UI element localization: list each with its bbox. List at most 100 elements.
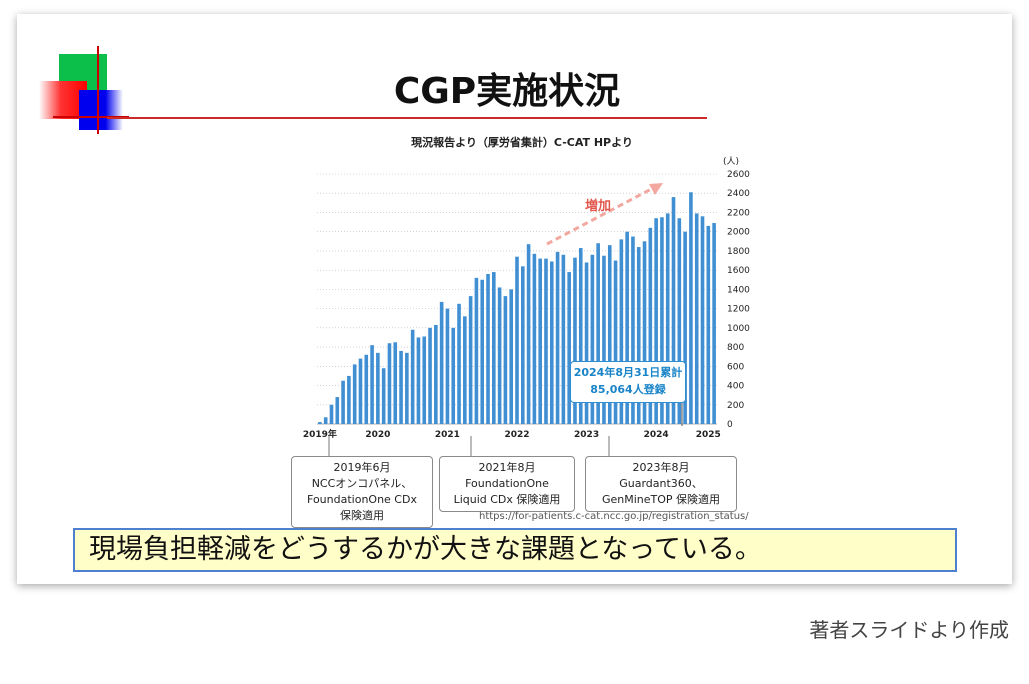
event-line: FoundationOne bbox=[465, 477, 549, 490]
y-axis-unit: (人) bbox=[723, 156, 739, 167]
bar bbox=[596, 243, 600, 424]
caption: 著者スライドより作成 bbox=[809, 618, 1009, 642]
bar bbox=[561, 254, 566, 424]
bar bbox=[700, 216, 705, 424]
bar bbox=[387, 343, 392, 424]
bar bbox=[544, 258, 548, 424]
bar bbox=[474, 277, 479, 424]
bar bbox=[532, 253, 537, 424]
bar bbox=[573, 257, 577, 424]
bar bbox=[352, 364, 357, 424]
y-tick-label: 1800 bbox=[727, 247, 750, 257]
title-underline bbox=[107, 117, 707, 119]
bar bbox=[329, 404, 334, 424]
event-line: Liquid CDx 保険適用 bbox=[453, 493, 561, 506]
bar bbox=[341, 380, 345, 424]
bar bbox=[376, 352, 380, 424]
bar bbox=[370, 345, 374, 424]
bar bbox=[463, 316, 467, 424]
bar-chart: 現況報告より（厚労省集計）C-CAT HPより (人) 0 200 400 600 80… bbox=[303, 135, 750, 456]
bar bbox=[665, 213, 670, 424]
bar bbox=[486, 274, 490, 424]
bar bbox=[607, 245, 612, 424]
logo-blue-square bbox=[79, 90, 123, 130]
event-date: 2019年6月 bbox=[333, 461, 391, 474]
bar bbox=[613, 260, 618, 424]
y-tick-label: 600 bbox=[727, 362, 744, 372]
bar bbox=[492, 272, 496, 424]
bar bbox=[631, 236, 635, 424]
bar bbox=[497, 287, 502, 424]
summary-banner: 現場負担軽減をどうするかが大きな課題となっている。 bbox=[73, 528, 957, 572]
bar bbox=[416, 337, 421, 424]
callout-line-1: 2024年8月31日累計 bbox=[573, 366, 683, 379]
bar bbox=[521, 266, 525, 424]
event-line: Guardant360、 bbox=[619, 477, 703, 490]
bar bbox=[445, 308, 450, 424]
event-box-2023: 2023年8月 Guardant360、 GenMineTOP 保険適用 bbox=[585, 456, 737, 512]
bar bbox=[515, 256, 519, 424]
event-date: 2023年8月 bbox=[632, 461, 690, 474]
bar bbox=[405, 352, 409, 424]
bar bbox=[347, 375, 351, 424]
event-date: 2021年8月 bbox=[478, 461, 536, 474]
bar bbox=[428, 327, 432, 424]
bar bbox=[393, 342, 398, 424]
slide-title: CGP実施状況 bbox=[393, 71, 621, 112]
increase-label: 増加 bbox=[585, 198, 611, 214]
x-tick-label: 2021 bbox=[435, 430, 460, 440]
x-tick-label: 2019年 bbox=[303, 428, 337, 440]
bar bbox=[660, 217, 664, 424]
bar bbox=[625, 231, 629, 424]
bar bbox=[468, 296, 473, 424]
slide: CGP実施状況 現況報告より（厚労省集計）C-CAT HPより (人) 0 200… bbox=[17, 14, 1012, 584]
bar bbox=[671, 197, 676, 424]
bar bbox=[712, 223, 716, 424]
y-tick-label: 1400 bbox=[727, 285, 750, 295]
x-tick-label: 2024 bbox=[644, 430, 669, 440]
cumulative-callout: 2024年8月31日累計 85,064人登録 bbox=[570, 361, 686, 403]
bar bbox=[335, 397, 340, 424]
y-tick-labels: 0 200 400 600 800 1000 1200 1400 1600 1800 2000 220… bbox=[727, 170, 750, 430]
bars bbox=[318, 192, 716, 424]
event-line: GenMineTOP 保険適用 bbox=[601, 493, 721, 506]
logo-horizontal-line bbox=[53, 116, 129, 118]
bar bbox=[642, 241, 647, 424]
y-tick-label: 1200 bbox=[727, 305, 750, 315]
bar bbox=[422, 336, 427, 424]
bar bbox=[538, 258, 542, 424]
bar bbox=[590, 254, 595, 424]
event-box-2021: 2021年8月 FoundationOne Liquid CDx 保険適用 bbox=[439, 456, 575, 512]
bar bbox=[323, 417, 328, 424]
callout-line-2: 85,064人登録 bbox=[590, 383, 666, 396]
y-tick-label: 0 bbox=[727, 420, 733, 430]
bar bbox=[567, 272, 571, 424]
y-tick-label: 2600 bbox=[727, 170, 750, 180]
bar bbox=[683, 231, 687, 424]
bar bbox=[451, 327, 456, 424]
x-tick-labels: 2019年 2020 2021 2022 2023 2024 2025 bbox=[303, 428, 721, 440]
bar bbox=[689, 192, 693, 424]
bar bbox=[555, 251, 560, 424]
bar bbox=[636, 247, 641, 424]
bar bbox=[584, 262, 589, 424]
bar bbox=[509, 289, 513, 424]
logo-vertical-line bbox=[97, 46, 99, 134]
bar bbox=[694, 213, 699, 424]
bar bbox=[410, 329, 415, 424]
y-tick-label: 2400 bbox=[727, 189, 750, 199]
bar bbox=[648, 227, 653, 424]
bar bbox=[439, 301, 444, 424]
y-tick-label: 2200 bbox=[727, 208, 750, 218]
event-line: 保険適用 bbox=[340, 509, 384, 522]
chart-title: 現況報告より（厚労省集計）C-CAT HPより bbox=[411, 135, 633, 149]
bar bbox=[706, 225, 711, 424]
source-url: https://for-patients.c-cat.ncc.go.jp/reg… bbox=[479, 511, 749, 522]
slide-logo-decoration bbox=[29, 46, 129, 136]
bar bbox=[602, 255, 606, 424]
bar bbox=[503, 296, 508, 424]
y-tick-label: 1000 bbox=[727, 324, 750, 334]
bar bbox=[399, 350, 403, 424]
y-tick-label: 1600 bbox=[727, 266, 750, 276]
bar bbox=[318, 422, 322, 424]
